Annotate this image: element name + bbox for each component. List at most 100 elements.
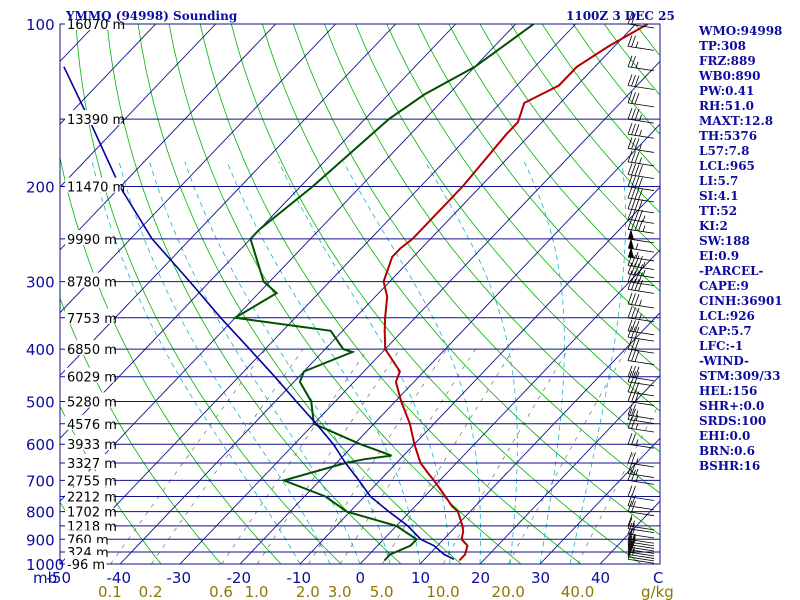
pressure-tick-label: 1000 (26, 556, 64, 574)
wind-barb (627, 403, 655, 420)
wind-barb-flag (631, 74, 636, 87)
wind-barb-half-flag (642, 261, 646, 268)
wind-barb-flag (627, 528, 633, 540)
moist-adiabat (226, 161, 421, 564)
wind-barb-flag (631, 254, 636, 267)
wind-barb-staff (627, 551, 655, 557)
wind-barb-staff (627, 544, 655, 549)
wind-barb-staff (627, 360, 655, 365)
isotherm-line (60, 24, 397, 377)
wind-barb (627, 55, 655, 72)
wind-barb (627, 292, 655, 309)
wind-barb-flag (631, 208, 636, 221)
sounding-datetime: 1100Z 3 DEC 25 (566, 9, 675, 23)
wind-barb-staff (627, 525, 655, 531)
station-title: YMMQ (94998) Sounding (66, 9, 238, 23)
wind-barb (627, 74, 655, 90)
wind-barb-staff (627, 218, 655, 224)
wind-barb-staff (627, 505, 655, 511)
moist-adiabat (343, 161, 481, 564)
height-label: 9990 m (67, 233, 117, 248)
wind-barb-flag (627, 91, 633, 104)
wind-barb (627, 186, 655, 203)
wind-barb-flag (627, 433, 633, 445)
wind-barb-flag (634, 92, 640, 105)
wind-barb-half-flag (642, 269, 646, 277)
sounding-index-item: BSHR:16 (699, 459, 761, 473)
sounding-index-item: BRN:0.6 (699, 444, 755, 458)
sounding-index-item: EI:0.9 (699, 249, 740, 263)
plot-frame (59, 23, 661, 565)
wind-barb-flag (634, 176, 640, 188)
height-label-bg (65, 15, 121, 30)
mixing-ratio-label: 0.6 (209, 583, 233, 600)
sounding-index-item: SI:4.1 (699, 189, 739, 203)
wind-barb-half-flag (635, 410, 639, 417)
wind-barb-staff (627, 228, 655, 234)
wind-barb-flag (634, 350, 640, 362)
wind-barb-flag (627, 370, 633, 383)
wind-barb (627, 535, 655, 552)
wind-barb (627, 238, 655, 253)
wind-barb (627, 416, 655, 433)
wind-barb (627, 319, 655, 336)
wind-barb-flag (634, 279, 640, 291)
height-label-bg (65, 453, 114, 469)
isotherm-line (60, 24, 337, 314)
height-label-bg (65, 435, 114, 451)
wind-barb-half-flag (635, 252, 639, 259)
wind-barb-flag (634, 371, 640, 384)
wind-barb-flag (631, 108, 636, 120)
sounding-index-item: HEL:156 (699, 384, 758, 398)
wind-barb-flag (638, 279, 643, 292)
wind-barb-flag (627, 485, 633, 497)
sounding-index-item: CAP:5.7 (699, 324, 752, 338)
sounding-index-item: SW:188 (699, 234, 750, 248)
wind-barb-flag (634, 198, 640, 211)
wind-barb-flag (631, 175, 636, 188)
wind-barb-flag (631, 417, 636, 429)
wind-barb-flag (638, 272, 643, 284)
wind-barb-half-flag (639, 114, 642, 121)
wind-barb-staff (627, 541, 655, 547)
mixing-ratio-label: 3.0 (328, 583, 352, 600)
wind-barb-flag (631, 326, 636, 338)
height-label: 3327 m (67, 457, 117, 472)
wind-barb-half-flag (632, 536, 635, 543)
wind-barb-staff (627, 538, 655, 544)
height-label-bg (65, 542, 107, 558)
wind-barb (627, 246, 655, 262)
wind-barb-half-flag (635, 41, 639, 48)
wind-barb-flag (627, 74, 633, 86)
wind-barb-flag (627, 262, 633, 274)
wind-barb-flag (631, 92, 636, 104)
wind-barb-half-flag (635, 414, 639, 421)
wind-barb-staff (627, 348, 655, 354)
wind-barb-staff (627, 376, 655, 382)
sounding-index-item: EHI:0.0 (699, 429, 751, 443)
wind-barb-flag (627, 306, 633, 318)
pressure-tick-label: 500 (26, 393, 55, 411)
sounding-index-item: TT:52 (699, 204, 738, 218)
wind-barb-flag (631, 263, 636, 275)
wind-barb-staff (627, 556, 655, 562)
wind-barb-staff (627, 303, 655, 309)
wind-barb-flag (631, 485, 636, 498)
wind-barb-staff (627, 381, 655, 387)
wind-barb (627, 123, 655, 139)
wind-barb (627, 91, 655, 108)
wind-barb (627, 262, 655, 279)
wind-barb-flag (631, 371, 636, 383)
wind-barb-flag (634, 75, 640, 87)
wind-barb-staff (627, 558, 655, 564)
wind-barb-flag (638, 255, 643, 268)
wind-barb-flag (631, 13, 636, 25)
height-label: 6029 m (67, 371, 117, 386)
wind-barb-flag (631, 163, 636, 176)
sounding-index-item: SHR+:0.0 (699, 399, 765, 413)
temperature-tick-label: -30 (167, 569, 192, 587)
wind-barb (627, 137, 655, 153)
wind-barb-flag (627, 163, 633, 175)
sounding-index-item: -PARCEL- (699, 264, 764, 278)
